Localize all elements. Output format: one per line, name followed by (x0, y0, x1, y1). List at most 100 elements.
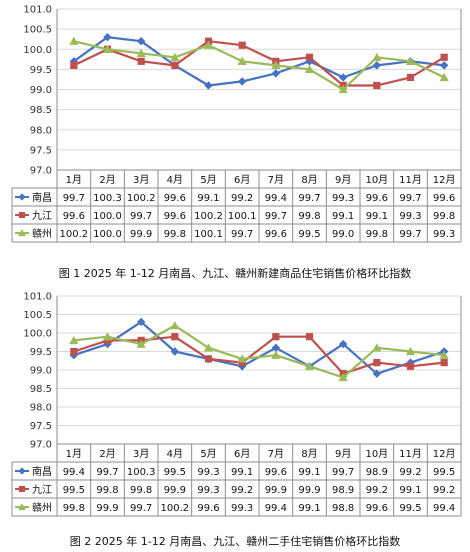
table-cell-value: 100.2 (60, 229, 89, 240)
table-cell-value: 99.8 (433, 211, 455, 222)
data-point (203, 343, 214, 352)
table-cell-value: 99.0 (332, 229, 354, 240)
x-category-label: 3月 (133, 448, 149, 460)
y-tick-label: 101.0 (23, 292, 52, 303)
table-cell-value: 99.1 (399, 485, 421, 496)
chart-caption: 图 1 2025 年 1-12 月南昌、九江、赣州新建商品住宅销售价格环比指数 (59, 266, 411, 280)
x-category-label: 7月 (268, 448, 284, 460)
table-cell-value: 99.7 (130, 211, 152, 222)
data-point (439, 72, 449, 82)
data-point (69, 57, 79, 66)
y-tick-label: 98.5 (30, 384, 52, 395)
table-cell-value: 98.8 (332, 503, 354, 514)
y-tick-label: 100.5 (23, 310, 52, 321)
table-cell-value: 99.9 (298, 485, 320, 496)
table-cell-value: 99.7 (332, 467, 354, 478)
data-point (204, 355, 213, 363)
table-cell-value: 99.4 (265, 503, 287, 514)
table-cell-value: 99.7 (265, 211, 287, 222)
x-category-label: 4月 (167, 174, 183, 186)
table-cell-value: 99.3 (433, 229, 455, 240)
legend-marker (18, 193, 26, 201)
y-tick-label: 100.0 (23, 329, 52, 340)
series-line-2 (73, 40, 445, 87)
x-category-label: 2月 (99, 448, 115, 460)
y-tick-label: 99.5 (30, 347, 52, 358)
table-cell-value: 99.7 (63, 193, 85, 204)
legend-series-name: 赣州 (32, 501, 52, 514)
y-tick-label: 97.0 (30, 166, 52, 177)
data-point (136, 317, 146, 327)
series-line-1 (73, 36, 445, 87)
table-cell-value: 100.2 (161, 503, 190, 514)
table-cell-value: 99.6 (265, 229, 287, 240)
table-cell-value: 99.8 (63, 503, 85, 514)
data-point (405, 346, 416, 356)
table-cell-value: 99.1 (332, 211, 354, 222)
x-category-label: 1月 (66, 448, 82, 460)
data-point (305, 57, 314, 66)
table-cell-value: 99.2 (366, 485, 388, 496)
series-line-3 (73, 324, 445, 379)
table-cell-value: 100.2 (194, 211, 223, 222)
legend-series-name: 赣州 (32, 227, 52, 240)
legend-marker (18, 467, 26, 475)
data-point (170, 52, 180, 61)
table-cell-value: 99.3 (399, 211, 421, 222)
table-cell-value: 99.5 (433, 467, 455, 478)
table-cell-value: 99.1 (298, 467, 320, 478)
data-point (171, 61, 179, 69)
data-point (137, 57, 145, 65)
data-point (203, 40, 214, 49)
x-category-label: 7月 (268, 174, 284, 186)
x-category-label: 5月 (200, 448, 216, 460)
table-cell-value: 99.7 (399, 229, 421, 240)
table-cell-value: 99.3 (197, 467, 219, 478)
table-cell-value: 99.6 (63, 211, 85, 222)
table-cell-value: 99.6 (366, 503, 388, 514)
data-point (271, 60, 281, 70)
table-cell-value: 99.2 (399, 467, 421, 478)
data-point (440, 359, 448, 367)
x-category-label: 10月 (365, 448, 388, 460)
table-cell-value: 99.4 (265, 193, 287, 204)
x-category-label: 8月 (301, 448, 317, 460)
data-point (70, 61, 78, 69)
data-point (304, 361, 315, 370)
data-point (405, 56, 416, 66)
table-cell-value: 98.9 (332, 485, 354, 496)
x-category-label: 3月 (133, 174, 149, 186)
table-cell-value: 100.3 (93, 193, 122, 204)
y-tick-label: 97.5 (30, 421, 52, 432)
x-category-label: 2月 (99, 174, 115, 186)
data-point (338, 339, 348, 349)
data-point (373, 81, 381, 90)
x-category-label: 1月 (66, 174, 82, 186)
data-point (372, 52, 382, 61)
data-point (136, 339, 146, 348)
table-cell-value: 99.6 (197, 503, 219, 514)
table-cell-value: 99.5 (399, 503, 421, 514)
table-cell-value: 99.2 (433, 485, 455, 496)
table-cell-value: 99.7 (130, 503, 152, 514)
data-point (406, 73, 415, 82)
table-cell-value: 99.5 (298, 229, 320, 240)
x-category-label: 6月 (234, 174, 250, 186)
table-cell-value: 99.9 (265, 485, 287, 496)
data-point (271, 343, 281, 352)
table-cell-value: 99.5 (63, 485, 85, 496)
legend-series-name: 九江 (32, 210, 52, 222)
x-category-label: 12月 (433, 174, 456, 186)
data-point (305, 333, 314, 341)
series-line-1 (73, 320, 445, 375)
table-cell-value: 99.3 (197, 485, 219, 496)
y-tick-label: 100.5 (23, 25, 52, 36)
data-point (304, 64, 315, 74)
x-category-label: 12月 (433, 448, 456, 460)
data-point (439, 350, 449, 359)
data-point (338, 84, 348, 94)
data-point (204, 81, 213, 90)
data-point (171, 333, 179, 341)
table-cell-value: 99.4 (63, 467, 85, 478)
data-point (103, 32, 112, 42)
